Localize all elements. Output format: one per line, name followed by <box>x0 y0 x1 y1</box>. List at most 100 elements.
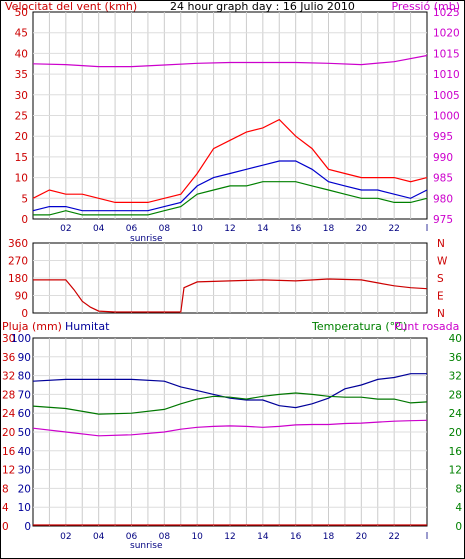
y-tick-label-rain: 16 <box>2 446 16 458</box>
y-tick-label-pressure: 995 <box>433 131 453 143</box>
y-tick-label-humidity: 80 <box>18 371 31 383</box>
y-tick-label-compass: W <box>437 256 448 268</box>
y-tick-label-temperature: 4 <box>455 502 462 514</box>
x-tick-label: 10 <box>191 532 203 542</box>
y-tick-label-humidity: 0 <box>24 521 31 533</box>
y-tick-label-pressure: 1025 <box>433 7 460 19</box>
panel-2-grid <box>33 243 427 313</box>
y-tick-label-temperature: 16 <box>449 446 463 458</box>
y-tick-label-humidity: 100 <box>11 333 31 345</box>
panel-3-temperature-axis: 0 4 8 12 16 20 24 28 32 36 40 <box>449 333 463 533</box>
y-tick-label-pressure: 985 <box>433 173 453 185</box>
wind-speed-label: Velocitat del vent (kmh) <box>5 0 137 13</box>
chart-title: 24 hour graph day : 16 Julio 2010 <box>170 0 355 13</box>
y-tick-label-temperature: 12 <box>449 465 462 477</box>
y-tick-label-temperature: 36 <box>449 352 463 364</box>
sunrise-annotation-1: sunrise <box>130 234 163 244</box>
panel-3-rain-axis: 0 4 8 12 16 20 24 28 32 36 30 <box>2 333 16 533</box>
wind-pressure-panel: Velocitat del vent (kmh) 24 hour graph d… <box>5 0 460 244</box>
sunrise-annotation-3: sunrise <box>130 541 163 551</box>
y-tick-label-rain: 28 <box>2 389 15 401</box>
y-tick-label-rain: 30 <box>2 333 15 345</box>
y-tick-label-wind: 10 <box>15 173 28 185</box>
y-tick-label-wind: 30 <box>15 90 28 102</box>
temperature-label: Temperatura (°C) <box>311 320 407 333</box>
y-tick-label-humidity: 40 <box>18 446 31 458</box>
panel-3-humidity-axis: 0 10 20 30 40 50 60 70 80 90 100 <box>11 333 31 533</box>
x-tick-label: 08 <box>159 224 171 234</box>
panel-1-x-axis: 02 04 06 08 10 12 14 16 18 20 22 l <box>60 224 428 234</box>
y-tick-label-wind: 20 <box>15 131 28 143</box>
series-line-wind-speed <box>32 160 428 212</box>
series-line-temperature <box>32 392 428 415</box>
y-tick-label-temperature: 20 <box>449 427 462 439</box>
y-tick-label-temperature: 40 <box>449 333 462 345</box>
y-tick-label-pressure: 1010 <box>433 69 460 81</box>
y-tick-label-rain: 20 <box>2 427 15 439</box>
x-tick-label: 02 <box>60 224 71 234</box>
y-tick-label-humidity: 90 <box>18 352 31 364</box>
y-tick-label-humidity: 10 <box>18 502 31 514</box>
y-tick-label-rain: 12 <box>2 465 15 477</box>
y-tick-label-rain: 32 <box>2 371 15 383</box>
panel-3-x-axis: 02 04 06 08 10 12 14 16 18 20 22 l <box>60 532 428 542</box>
series-line-wind-average <box>33 181 428 216</box>
x-tick-label: 20 <box>356 224 368 234</box>
x-tick-label: 16 <box>290 532 302 542</box>
y-tick-label-wind: 35 <box>15 69 28 81</box>
x-tick-label: 12 <box>224 224 235 234</box>
x-tick-label: 12 <box>224 532 235 542</box>
series-line-pressure <box>32 54 428 68</box>
x-tick-label: 18 <box>323 532 335 542</box>
y-tick-label-pressure: 975 <box>433 214 453 226</box>
y-tick-label-temperature: 28 <box>449 389 462 401</box>
dewpoint-label: Punt rosada <box>394 320 459 333</box>
x-tick-label: 22 <box>388 224 399 234</box>
x-tick-label: 10 <box>191 224 203 234</box>
y-tick-label-pressure: 990 <box>433 152 453 164</box>
y-tick-label-direction: 90 <box>15 291 28 303</box>
x-tick-label: l <box>426 224 429 234</box>
y-tick-label-wind: 40 <box>15 48 28 60</box>
y-tick-label-temperature: 0 <box>455 521 462 533</box>
y-tick-label-wind: 45 <box>15 28 28 40</box>
series-line-dewpoint <box>32 419 428 437</box>
rain-label: Pluja (mm) <box>2 320 62 333</box>
humidity-temperature-panel: Pluja (mm) Humitat Temperatura (°C) Punt… <box>2 320 462 551</box>
x-tick-label: 14 <box>257 224 269 234</box>
y-tick-label-pressure: 980 <box>433 193 453 205</box>
x-tick-label: 04 <box>93 532 105 542</box>
y-tick-label-humidity: 50 <box>18 427 31 439</box>
y-tick-label-rain: 24 <box>2 408 16 420</box>
y-tick-label-direction: 270 <box>8 256 28 268</box>
y-tick-label-rain: 8 <box>2 483 9 495</box>
y-tick-label-compass: N <box>437 308 445 320</box>
humidity-label: Humitat <box>65 320 110 333</box>
y-tick-label-wind: 0 <box>21 214 28 226</box>
y-tick-label-compass: E <box>437 291 444 303</box>
y-tick-label-rain: 4 <box>2 502 9 514</box>
y-tick-label-humidity: 60 <box>18 408 31 420</box>
y-tick-label-temperature: 24 <box>449 408 463 420</box>
y-tick-label-pressure: 1015 <box>433 48 460 60</box>
panel-2-series <box>33 278 428 313</box>
x-tick-label: 06 <box>126 224 138 234</box>
y-tick-label-compass: S <box>437 273 444 285</box>
x-tick-label: 22 <box>388 532 399 542</box>
y-tick-label-pressure: 1020 <box>433 28 460 40</box>
y-tick-label-temperature: 8 <box>455 483 462 495</box>
panel-1-right-axis: 975 980 985 990 995 1000 1005 1010 1015 1020 1025 <box>433 7 460 226</box>
panel-2-left-axis: 0 90 180 270 360 <box>8 238 28 320</box>
x-tick-label: 20 <box>356 532 368 542</box>
x-tick-label: 04 <box>93 224 105 234</box>
x-tick-label: l <box>426 532 429 542</box>
y-tick-label-temperature: 32 <box>449 371 462 383</box>
y-tick-label-wind: 50 <box>15 7 28 19</box>
y-tick-label-compass: N <box>437 238 445 250</box>
y-tick-label-wind: 15 <box>15 152 28 164</box>
y-tick-label-wind: 5 <box>21 193 28 205</box>
pressure-label: Pressió (mb) <box>391 0 460 13</box>
